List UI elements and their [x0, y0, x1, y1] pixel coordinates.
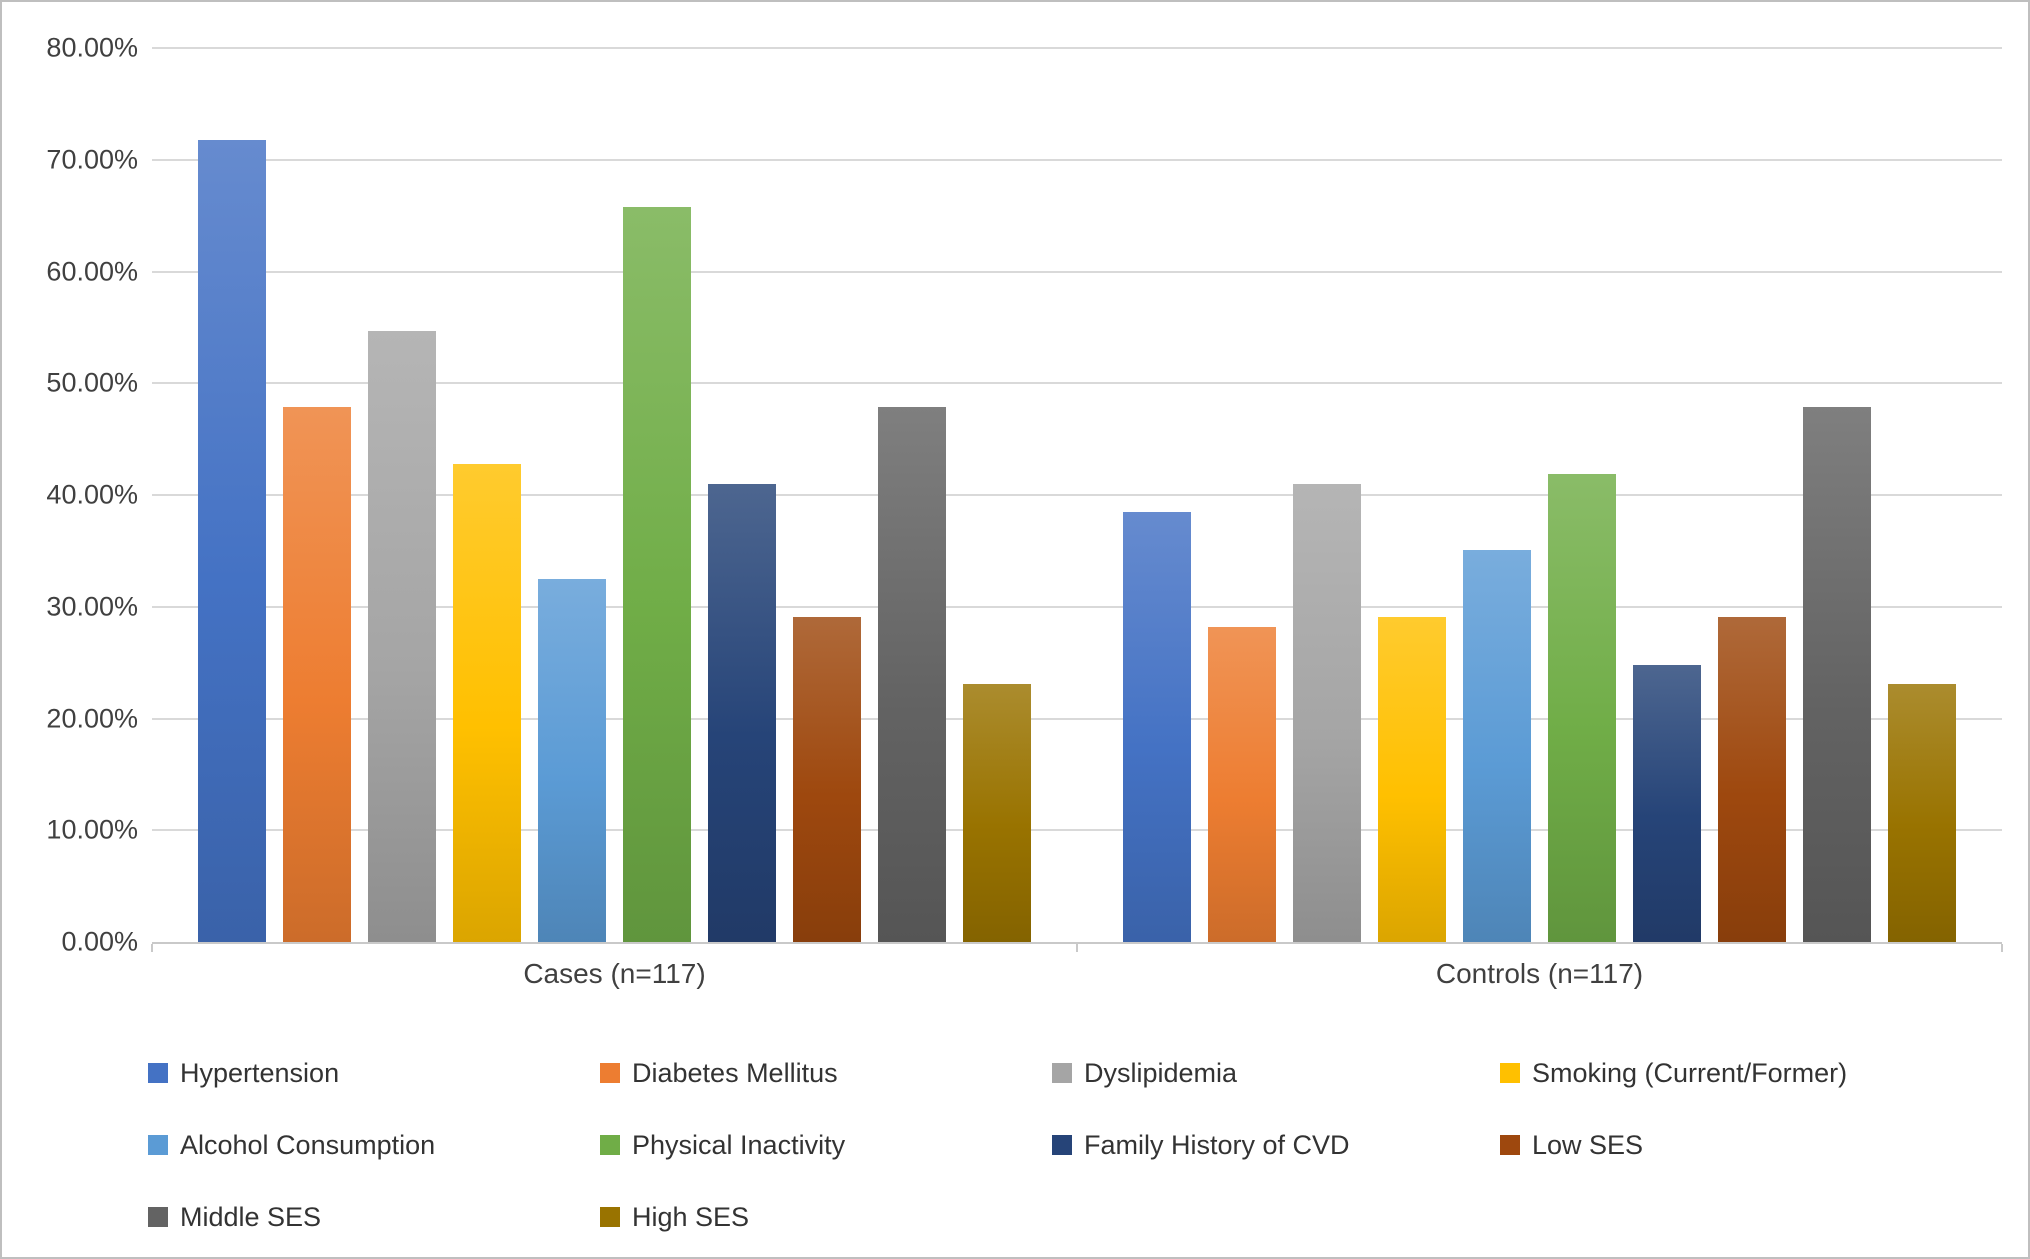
- bar: [1633, 664, 1701, 942]
- legend-label: Low SES: [1532, 1129, 1644, 1160]
- x-axis-tick: [2001, 944, 2003, 952]
- bar: [793, 617, 861, 942]
- gridline: [152, 270, 2002, 273]
- bar: [198, 139, 266, 942]
- legend-label: Diabetes Mellitus: [632, 1057, 838, 1088]
- bar: [1803, 407, 1871, 942]
- bar: [963, 684, 1031, 942]
- bar: [1888, 684, 1956, 942]
- legend-item: Smoking (Current/Former): [1500, 1054, 1998, 1092]
- y-tick-label: 80.00%: [46, 32, 138, 63]
- legend-swatch-icon: [600, 1135, 620, 1155]
- y-tick-label: 0.00%: [61, 926, 138, 957]
- bar: [878, 407, 946, 942]
- bar: [368, 330, 436, 942]
- bar: [1208, 626, 1276, 942]
- legend-item: Dyslipidemia: [1052, 1054, 1500, 1092]
- bar: [1718, 617, 1786, 942]
- legend-item: High SES: [600, 1198, 1052, 1236]
- bar: [1293, 483, 1361, 942]
- bar: [1378, 617, 1446, 942]
- gridline: [152, 717, 2002, 720]
- bar: [538, 579, 606, 942]
- bar: [453, 464, 521, 942]
- bar: [1548, 474, 1616, 942]
- legend-swatch-icon: [600, 1063, 620, 1083]
- bar: [1123, 512, 1191, 942]
- legend-swatch-icon: [600, 1207, 620, 1227]
- legend-item: Middle SES: [148, 1198, 600, 1236]
- bar-group: [1077, 48, 2002, 942]
- legend-item: Physical Inactivity: [600, 1126, 1052, 1164]
- legend: Hypertension Diabetes Mellitus Dyslipidemi…: [148, 1054, 1998, 1236]
- legend-item: Alcohol Consumption: [148, 1126, 600, 1164]
- gridline: [152, 829, 2002, 832]
- legend-swatch-icon: [1052, 1135, 1072, 1155]
- legend-item: Hypertension: [148, 1054, 600, 1092]
- plot-area: [151, 47, 2003, 952]
- legend-label: Smoking (Current/Former): [1532, 1057, 1848, 1088]
- y-tick-label: 40.00%: [46, 479, 138, 510]
- legend-item: Low SES: [1500, 1126, 1998, 1164]
- legend-label: Hypertension: [180, 1057, 340, 1088]
- x-category-label: Controls (n=117): [1435, 958, 1644, 989]
- bar: [623, 206, 691, 942]
- gridline: [152, 382, 2002, 385]
- legend-label: Physical Inactivity: [632, 1129, 846, 1160]
- y-tick-label: 70.00%: [46, 144, 138, 175]
- legend-label: Family History of CVD: [1084, 1129, 1350, 1160]
- y-tick-label: 10.00%: [46, 814, 138, 845]
- gridline: [152, 494, 2002, 496]
- gridline: [152, 605, 2002, 608]
- x-axis-tick: [1076, 944, 1078, 952]
- gridline: [152, 158, 2002, 161]
- legend-swatch-icon: [148, 1063, 168, 1083]
- bar: [283, 407, 351, 942]
- legend-label: Middle SES: [180, 1201, 322, 1232]
- y-axis: 0.00% 10.00% 20.00% 30.00% 40.00% 50.00% 60.00…: [2, 33, 138, 957]
- legend-item: Family History of CVD: [1052, 1126, 1500, 1164]
- legend-swatch-icon: [148, 1135, 168, 1155]
- bar: [708, 483, 776, 942]
- bar-group: [152, 48, 1077, 942]
- y-tick-label: 30.00%: [46, 591, 138, 622]
- legend-swatch-icon: [1052, 1063, 1072, 1083]
- legend-item: Diabetes Mellitus: [600, 1054, 1052, 1092]
- y-tick-label: 50.00%: [46, 367, 138, 398]
- legend-label: Alcohol Consumption: [180, 1129, 436, 1160]
- legend-swatch-icon: [1500, 1135, 1520, 1155]
- legend-label: Dyslipidemia: [1084, 1057, 1238, 1088]
- legend-swatch-icon: [148, 1207, 168, 1227]
- legend-label: High SES: [632, 1201, 750, 1232]
- x-category-label: Cases (n=117): [523, 958, 706, 989]
- x-axis: Cases (n=117) Controls (n=117): [152, 958, 2002, 1002]
- y-tick-label: 60.00%: [46, 256, 138, 286]
- x-axis-tick: [151, 944, 153, 952]
- gridline: [152, 47, 2002, 49]
- bar: [1463, 550, 1531, 942]
- legend-swatch-icon: [1500, 1063, 1520, 1083]
- y-tick-label: 20.00%: [46, 703, 138, 733]
